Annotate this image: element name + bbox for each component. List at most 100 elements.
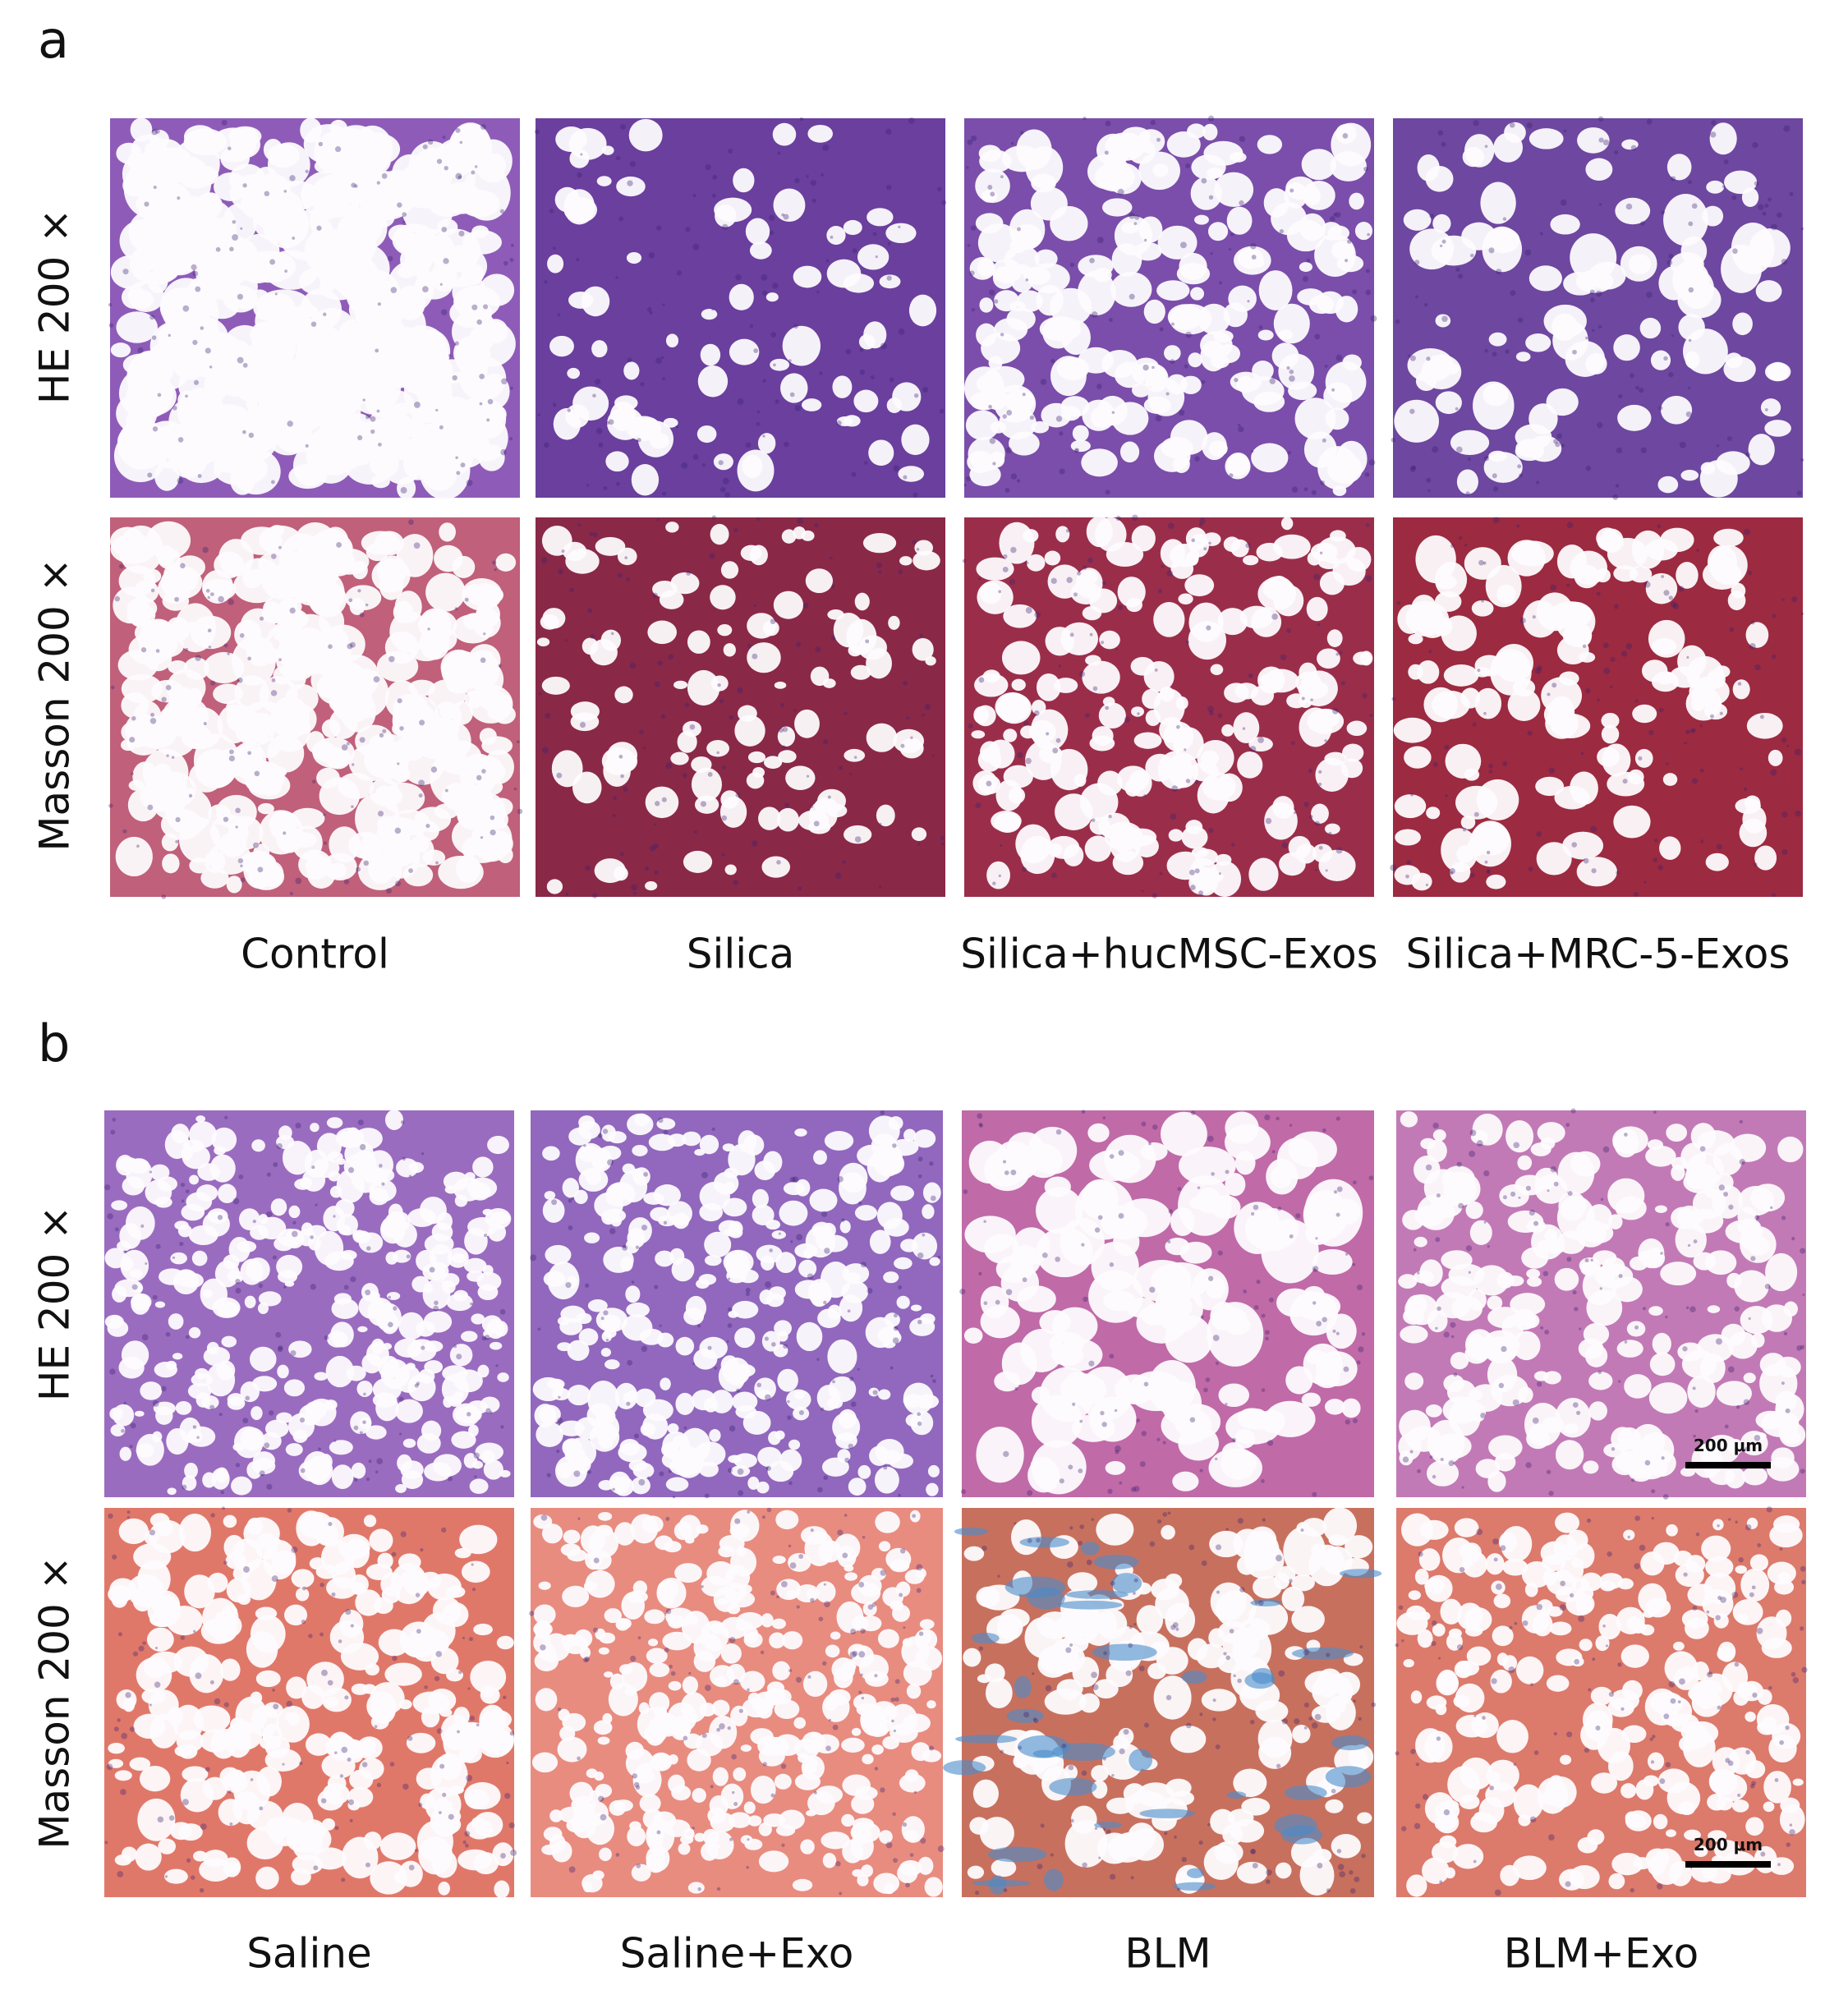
nucleus xyxy=(1574,1307,1579,1312)
nucleus xyxy=(1289,188,1294,193)
nucleus xyxy=(1238,426,1244,433)
alveolus xyxy=(1103,1290,1137,1312)
alveolus xyxy=(1330,530,1346,542)
alveolus xyxy=(477,1364,490,1378)
nucleus xyxy=(238,1174,244,1179)
nucleus xyxy=(398,1432,402,1436)
nucleus xyxy=(889,377,894,383)
nucleus xyxy=(1528,866,1533,871)
alveolus xyxy=(172,1704,205,1741)
alveolus xyxy=(178,1513,212,1552)
alveolus xyxy=(628,118,663,152)
nucleus xyxy=(500,1853,506,1859)
alveolus xyxy=(1163,721,1194,752)
alveolus xyxy=(1050,205,1088,241)
nucleus xyxy=(1616,871,1620,875)
nucleus xyxy=(227,652,230,655)
nucleus xyxy=(1435,1326,1438,1330)
alveolus xyxy=(1178,1426,1219,1461)
alveolus xyxy=(1114,216,1153,256)
nucleus xyxy=(992,462,996,466)
nucleus xyxy=(978,1123,983,1127)
alveolus xyxy=(1311,803,1329,824)
nucleus xyxy=(1533,1220,1539,1226)
nucleus xyxy=(1124,716,1131,723)
nucleus xyxy=(1217,713,1223,719)
nucleus xyxy=(1289,1124,1293,1127)
nucleus xyxy=(1141,889,1144,893)
alveolus xyxy=(395,1484,407,1493)
nucleus xyxy=(1291,486,1299,493)
nucleus xyxy=(224,1115,228,1119)
alveolus xyxy=(871,1744,884,1755)
alveolus xyxy=(1583,1460,1599,1474)
micrograph xyxy=(536,515,945,898)
nucleus xyxy=(278,1344,283,1350)
nucleus xyxy=(1010,1170,1017,1176)
collagen xyxy=(1250,1599,1282,1606)
alveolus xyxy=(1554,785,1590,810)
alveolus xyxy=(325,747,351,770)
alveolus xyxy=(924,1877,943,1897)
alveolus xyxy=(1184,574,1215,597)
alveolus xyxy=(543,1827,563,1842)
nucleus xyxy=(131,1284,138,1290)
alveolus xyxy=(1359,650,1373,666)
nucleus xyxy=(919,633,923,637)
alveolus xyxy=(577,1146,600,1162)
nucleus xyxy=(1101,1422,1107,1427)
nucleus xyxy=(768,214,775,221)
nucleus xyxy=(1716,444,1720,448)
nucleus xyxy=(1565,1123,1570,1128)
alveolus xyxy=(377,816,399,834)
alveolus xyxy=(1417,660,1440,684)
alveolus xyxy=(1273,303,1310,344)
alveolus xyxy=(461,659,504,701)
alveolus xyxy=(843,219,862,236)
alveolus xyxy=(723,1582,747,1602)
nucleus xyxy=(1481,599,1484,603)
alveolus xyxy=(385,1211,411,1233)
alveolus xyxy=(386,1292,401,1300)
nucleus xyxy=(932,1379,936,1384)
nucleus xyxy=(1679,441,1686,448)
alveolus xyxy=(815,1786,844,1804)
nucleus xyxy=(257,866,264,873)
alveolus xyxy=(1551,713,1591,739)
nucleus xyxy=(295,1122,301,1129)
nucleus xyxy=(1672,603,1680,609)
nucleus xyxy=(937,186,942,191)
alveolus xyxy=(888,615,900,630)
nucleus xyxy=(537,1327,541,1331)
alveolus xyxy=(1471,600,1494,617)
nucleus xyxy=(1642,1307,1646,1311)
nucleus xyxy=(1534,667,1542,674)
alveolus xyxy=(326,1117,343,1128)
nucleus xyxy=(495,1364,499,1367)
nucleus xyxy=(310,321,317,328)
alveolus xyxy=(1518,1386,1533,1404)
nucleus xyxy=(534,129,540,135)
alveolus xyxy=(473,1623,493,1636)
nucleus xyxy=(649,310,653,315)
alveolus xyxy=(875,1511,900,1533)
alveolus xyxy=(629,1821,641,1831)
alveolus xyxy=(237,1593,251,1605)
nucleus xyxy=(1068,1464,1073,1470)
nucleus xyxy=(210,680,216,686)
nucleus xyxy=(665,1608,672,1615)
nucleus xyxy=(470,1302,473,1306)
nucleus xyxy=(565,1282,572,1289)
alveolus xyxy=(536,1422,563,1447)
alveolus xyxy=(1742,1466,1768,1486)
nucleus xyxy=(1100,1410,1105,1416)
alveolus xyxy=(747,1815,762,1827)
alveolus xyxy=(1487,1356,1518,1393)
nucleus xyxy=(1638,756,1643,761)
alveolus xyxy=(418,1368,435,1384)
alveolus xyxy=(710,1843,720,1850)
nucleus xyxy=(700,801,707,807)
nucleus xyxy=(1444,744,1450,750)
nucleus xyxy=(1516,524,1520,528)
nucleus xyxy=(1802,1293,1805,1296)
